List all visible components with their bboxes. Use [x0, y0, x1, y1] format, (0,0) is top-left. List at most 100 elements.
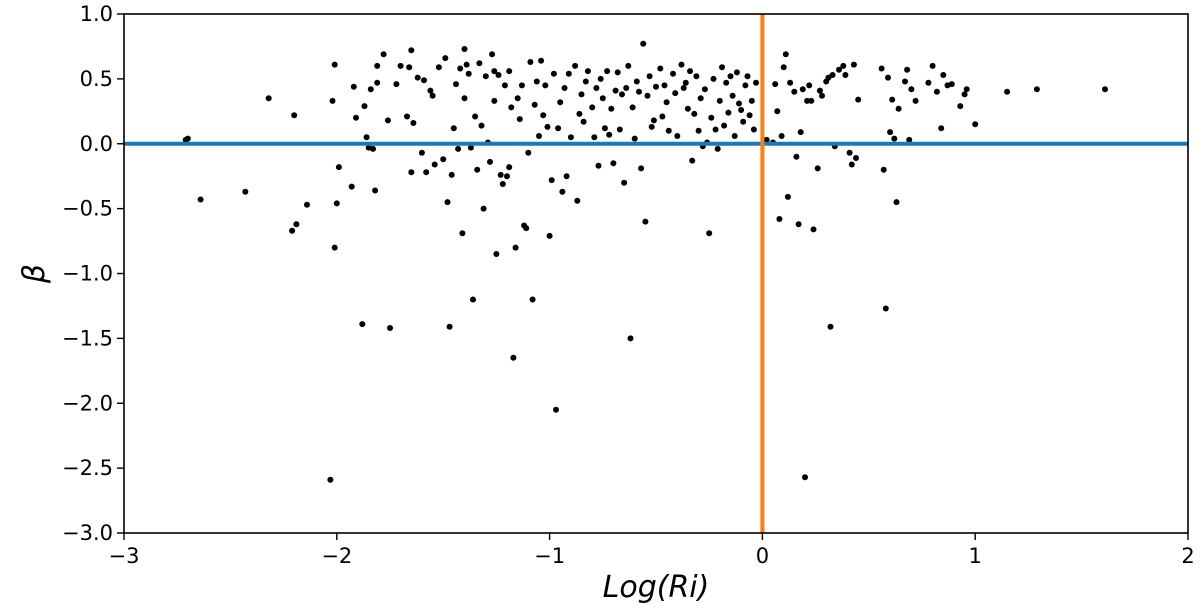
scatter-point [242, 188, 249, 195]
scatter-point [972, 121, 979, 128]
scatter-point [925, 79, 932, 86]
scatter-point [853, 155, 859, 161]
scatter-point [625, 62, 632, 69]
scatter-point [455, 145, 462, 152]
scatter-point [531, 101, 538, 108]
scatter-point [561, 85, 568, 91]
scatter-point [510, 354, 517, 361]
plot-frame [123, 13, 1189, 534]
y-tick-label: −1.5 [62, 326, 113, 350]
scatter-point [648, 123, 655, 130]
scatter-point [563, 173, 570, 180]
scatter-point [514, 95, 521, 102]
scatter-point [627, 335, 634, 342]
scatter-point [582, 78, 589, 85]
scatter-point [791, 88, 798, 95]
scatter-point [887, 129, 894, 136]
scatter-point [480, 205, 487, 212]
scatter-point [842, 72, 849, 78]
scatter-point [684, 105, 691, 112]
scatter-point [442, 55, 449, 62]
scatter-point [880, 166, 887, 173]
scatter-point [482, 73, 489, 80]
scatter-point [687, 68, 693, 75]
scatter-point [750, 126, 757, 133]
scatter-point [363, 134, 370, 141]
scatter-point [459, 230, 466, 237]
scatter-point [335, 164, 342, 171]
scatter-point [499, 181, 506, 187]
scatter-point [612, 87, 619, 94]
scatter-point [597, 75, 604, 82]
scatter-point [393, 81, 400, 88]
scatter-point [506, 164, 513, 171]
y-tick-label: −2.5 [62, 456, 113, 480]
scatter-point [506, 68, 513, 75]
scatter-point [855, 96, 862, 103]
scatter-point [578, 91, 585, 98]
scatter-point [674, 133, 681, 139]
scatter-point [574, 197, 581, 204]
scatter-point [780, 64, 787, 71]
scatter-point [816, 87, 823, 94]
scatter-point [599, 95, 606, 102]
scatter-point [810, 226, 817, 233]
scatter-point [608, 105, 615, 112]
scatter-point [550, 70, 557, 77]
scatter-point [408, 169, 415, 176]
scatter-point [802, 474, 808, 481]
scatter-point [650, 117, 657, 124]
scatter-point [418, 149, 425, 156]
scatter-point [423, 169, 430, 176]
scatter-point [793, 153, 800, 160]
scatter-point [565, 70, 572, 77]
scatter-point [795, 221, 802, 228]
scatter-point [546, 232, 553, 239]
scatter-point [638, 165, 645, 172]
scatter-point [465, 70, 472, 77]
y-tick-label: −2.0 [62, 391, 113, 415]
scatter-point [374, 79, 381, 86]
y-tick-label: −3.0 [62, 521, 113, 545]
scatter-point [895, 105, 902, 112]
scatter-point [542, 82, 549, 89]
scatter-point [774, 108, 781, 115]
scatter-point [663, 99, 670, 106]
y-tick-label: 0.0 [80, 132, 113, 156]
scatter-point [772, 81, 779, 88]
scatter-point [435, 64, 442, 71]
scatter-point [350, 83, 357, 90]
y-tick-label: −0.5 [62, 197, 113, 221]
scatter-point [495, 72, 502, 78]
scatter-point [719, 64, 725, 71]
scatter-point [408, 47, 415, 54]
scatter-point [367, 86, 374, 93]
scatter-point [291, 112, 298, 119]
scatter-point [516, 116, 523, 123]
scatter-point [714, 145, 721, 152]
scatter-point [446, 323, 453, 330]
scatter-point [678, 61, 685, 68]
scatter-point [289, 227, 296, 234]
scatter-point [580, 118, 587, 125]
scatter-point [836, 66, 842, 73]
scatter-point [304, 201, 310, 208]
scatter-point [636, 88, 642, 95]
scatter-point [906, 136, 913, 143]
scatter-point [293, 221, 300, 228]
scatter-point [616, 126, 623, 133]
scatter-point [629, 104, 636, 111]
scatter-point [644, 92, 651, 99]
scatter-point [827, 323, 834, 330]
scatter-point [659, 113, 666, 120]
scatter-point [329, 97, 336, 104]
scatter-point [912, 97, 919, 104]
scatter-point [623, 85, 630, 91]
scatter-point [1004, 88, 1011, 95]
scatter-point [908, 86, 915, 93]
scatter-point [631, 135, 638, 142]
scatter-point [784, 193, 791, 200]
scatter-point [523, 225, 530, 232]
y-tick-label: −1.0 [62, 262, 113, 286]
scatter-point [567, 134, 574, 141]
